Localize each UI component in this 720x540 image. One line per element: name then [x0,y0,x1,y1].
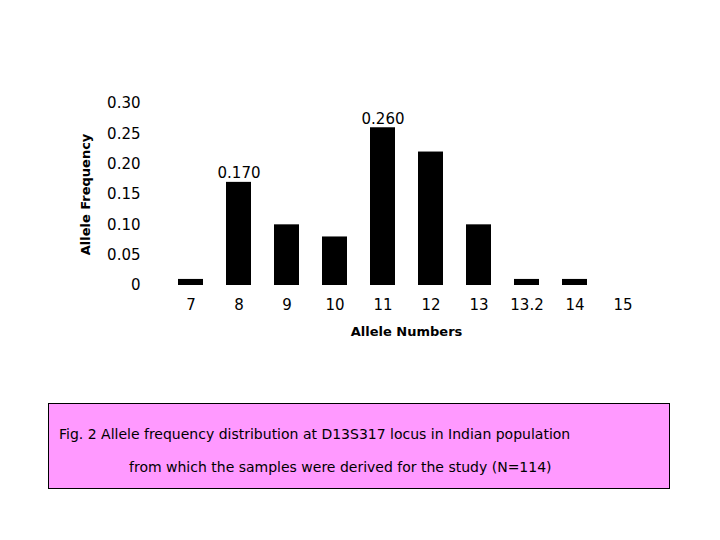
svg-text:0.170: 0.170 [218,164,261,182]
svg-text:0: 0 [131,276,141,294]
svg-text:13: 13 [469,296,488,314]
svg-text:12: 12 [421,296,440,314]
svg-text:7: 7 [186,296,196,314]
svg-text:Allele Frequency: Allele Frequency [78,133,93,255]
html-text:Fig. 2 Allele frequency distri: Fig. 2 Allele frequency distribution at … [59,426,571,442]
svg-text:14: 14 [565,296,584,314]
svg-text:11: 11 [373,296,392,314]
svg-text:Allele Numbers: Allele Numbers [351,324,463,339]
svg-text:13.2: 13.2 [510,296,543,314]
html-text:from which the samples were de: from which the samples were derived for … [129,459,552,475]
svg-text:0.05: 0.05 [107,246,140,264]
svg-text:9: 9 [282,296,292,314]
svg-text:0.20: 0.20 [107,155,140,173]
svg-text:15: 15 [613,296,632,314]
svg-text:10: 10 [325,296,344,314]
svg-text:0.260: 0.260 [362,110,405,128]
svg-text:0.15: 0.15 [107,185,140,203]
svg-text:0.30: 0.30 [107,94,140,112]
svg-text:8: 8 [234,296,244,314]
svg-text:0.25: 0.25 [107,125,140,143]
svg-text:0.10: 0.10 [107,216,140,234]
